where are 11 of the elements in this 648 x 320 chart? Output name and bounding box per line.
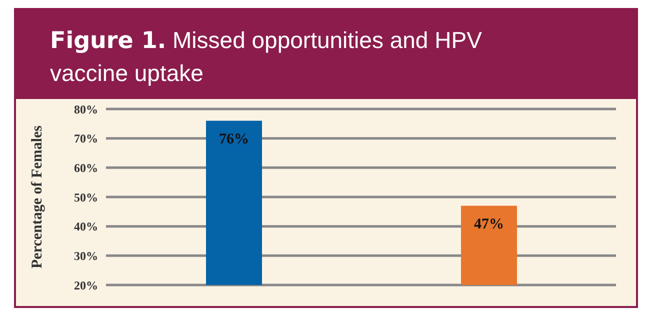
y-tick-label: 80%	[74, 102, 98, 116]
chart-title: Figure 1. Missed opportunities and HPV vaccine uptake	[50, 27, 482, 86]
y-tick-label: 70%	[74, 132, 98, 146]
data-label: 76%	[219, 131, 249, 148]
y-tick-label: 50%	[74, 190, 98, 204]
y-tick-label: 40%	[74, 220, 98, 234]
y-tick-label: 30%	[74, 248, 98, 263]
data-label: 47%	[474, 216, 504, 232]
y-axis-title: Percentage of Females	[29, 125, 46, 268]
y-tick-label: 60%	[74, 160, 98, 175]
y-tick-label: 20%	[74, 278, 98, 292]
